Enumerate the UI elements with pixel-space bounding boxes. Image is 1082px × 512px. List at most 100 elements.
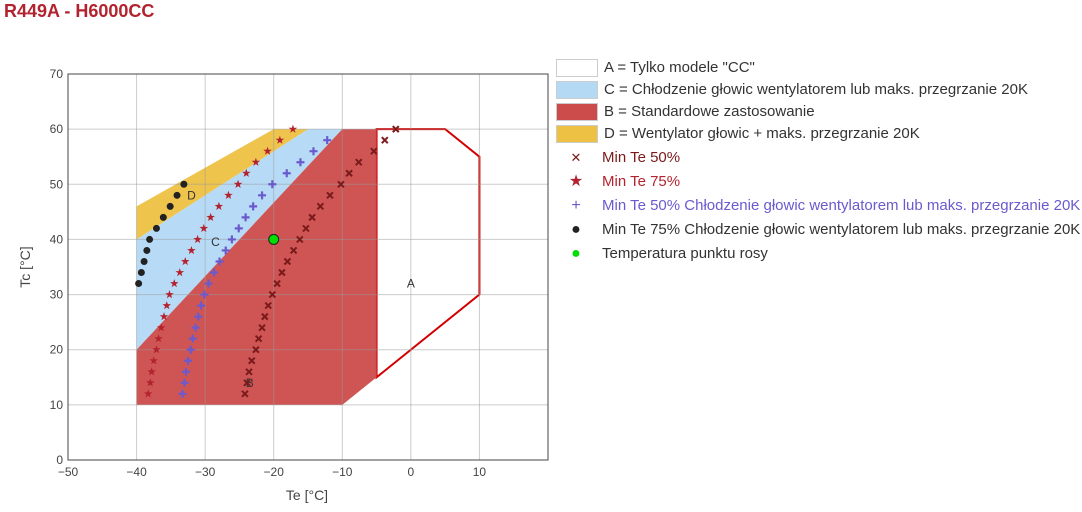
legend-dot-icon: ● (571, 221, 581, 238)
data-point-dot (135, 280, 143, 288)
legend-item-region-B[interactable]: B = Standardowe zastosowanie (556, 102, 1082, 122)
data-point-dot (166, 202, 174, 210)
data-point-plus (227, 235, 236, 244)
data-point-dot (143, 246, 151, 254)
data-point-star (193, 234, 202, 244)
data-point-plus (258, 191, 267, 200)
data-point-x (289, 246, 298, 255)
data-point-plus (221, 246, 230, 255)
data-point-star (181, 257, 190, 266)
data-point-star (275, 135, 285, 144)
data-point-x (248, 357, 256, 365)
data-point-x (258, 323, 266, 332)
data-point-star (263, 146, 272, 155)
legend-label: A = Tylko modele "CC" (604, 59, 755, 76)
y-tick-label: 40 (50, 232, 64, 246)
y-tick-label: 20 (50, 343, 64, 357)
data-point-star (170, 279, 179, 288)
data-point-dot (152, 224, 160, 232)
data-point-x (345, 169, 353, 177)
legend-item-region-D[interactable]: D = Wentylator głowic + maks. przegrzani… (556, 124, 1082, 144)
data-point-star (143, 389, 153, 398)
legend-plus-icon: + (571, 197, 581, 214)
legend-label: Min Te 75% Chłodzenie głowic wentylatore… (602, 221, 1081, 238)
data-point-star (251, 157, 261, 166)
data-point-star (152, 345, 161, 354)
plot-border (67, 73, 549, 461)
legend-swatch (556, 103, 598, 121)
data-point-plus (186, 345, 195, 354)
data-point-x (268, 290, 277, 299)
data-point-star (146, 378, 155, 387)
x-tick-label: −30 (195, 465, 216, 479)
legend-item-series[interactable]: ● Min Te 75% Chłodzenie głowic wentylator… (556, 220, 1082, 240)
region-B (136, 129, 377, 405)
data-point-plus (200, 290, 209, 299)
data-point-plus (249, 202, 258, 211)
data-point-dot (137, 269, 145, 277)
chart-title: R449A - H6000CC (4, 1, 155, 21)
x-tick-label: 0 (408, 465, 415, 479)
legend-label: C = Chłodzenie głowic wentylatorem lub m… (604, 81, 1028, 98)
legend-x-icon: ✕ (570, 150, 582, 165)
data-point-x (283, 257, 292, 266)
y-tick-label: 30 (50, 288, 64, 302)
data-point-x (254, 334, 263, 343)
legend-star-icon: ★ (568, 173, 584, 190)
legend-label: Min Te 50% Chłodzenie głowic wentylatore… (602, 197, 1081, 214)
legend-item-region-C[interactable]: C = Chłodzenie głowic wentylatorem lub m… (556, 80, 1082, 100)
data-point-plus (181, 367, 190, 376)
data-point-star (288, 124, 298, 133)
data-point-plus (296, 158, 305, 167)
data-point-plus (180, 378, 189, 387)
data-point-x (392, 125, 400, 133)
data-point-x (245, 368, 253, 376)
y-axis-title: Tc [°C] (17, 246, 33, 287)
data-point-plus (194, 312, 203, 321)
legend-label: Min Te 50% (602, 149, 681, 166)
data-point-plus (323, 136, 332, 145)
data-point-x (326, 191, 334, 200)
legend-item-series[interactable]: ● Temperatura punktu rosy (556, 244, 1082, 264)
data-point-star (233, 179, 243, 188)
data-point-plus (268, 180, 277, 189)
data-point-star (199, 223, 209, 232)
data-point-star (175, 268, 185, 277)
y-tick-label: 10 (50, 398, 64, 412)
data-point-x (252, 346, 260, 354)
legend-item-series[interactable]: ★ Min Te 75% (556, 172, 1082, 192)
data-point-x (308, 213, 316, 222)
y-tick-label: 70 (50, 67, 64, 81)
region-label-B: B (246, 376, 254, 390)
legend-label: B = Standardowe zastosowanie (604, 103, 815, 120)
data-point-star (147, 367, 156, 376)
legend-label: D = Wentylator głowic + maks. przegrzani… (604, 125, 920, 142)
legend-green-dot-icon: ● (571, 245, 581, 262)
data-point-plus (234, 224, 243, 233)
legend-item-series[interactable]: + Min Te 50% Chłodzenie głowic wentylator… (556, 196, 1082, 216)
data-point-x (241, 390, 249, 398)
data-point-plus (197, 301, 206, 310)
data-point-green-dot (268, 233, 280, 245)
x-axis-title: Te [°C] (286, 487, 328, 503)
x-tick-label: 10 (473, 465, 487, 479)
data-point-star (224, 190, 233, 199)
data-point-star (154, 334, 163, 343)
legend-label: Min Te 75% (602, 173, 681, 190)
x-tick-label: −40 (126, 465, 147, 479)
legend-item-region-A[interactable]: A = Tylko modele "CC" (556, 58, 1082, 78)
legend-swatch (556, 59, 598, 77)
y-tick-label: 60 (50, 122, 64, 136)
region-label-D: D (187, 188, 196, 202)
data-point-star (149, 356, 158, 365)
data-point-plus (191, 323, 200, 332)
legend-swatch (556, 81, 598, 99)
legend-item-series[interactable]: ✕ Min Te 50% (556, 148, 1082, 168)
data-point-star (187, 246, 196, 255)
data-point-plus (215, 257, 224, 266)
data-point-x (302, 224, 310, 233)
data-point-dot (159, 213, 167, 221)
data-point-star (242, 168, 251, 177)
data-point-plus (178, 389, 187, 398)
data-point-x (370, 147, 378, 155)
